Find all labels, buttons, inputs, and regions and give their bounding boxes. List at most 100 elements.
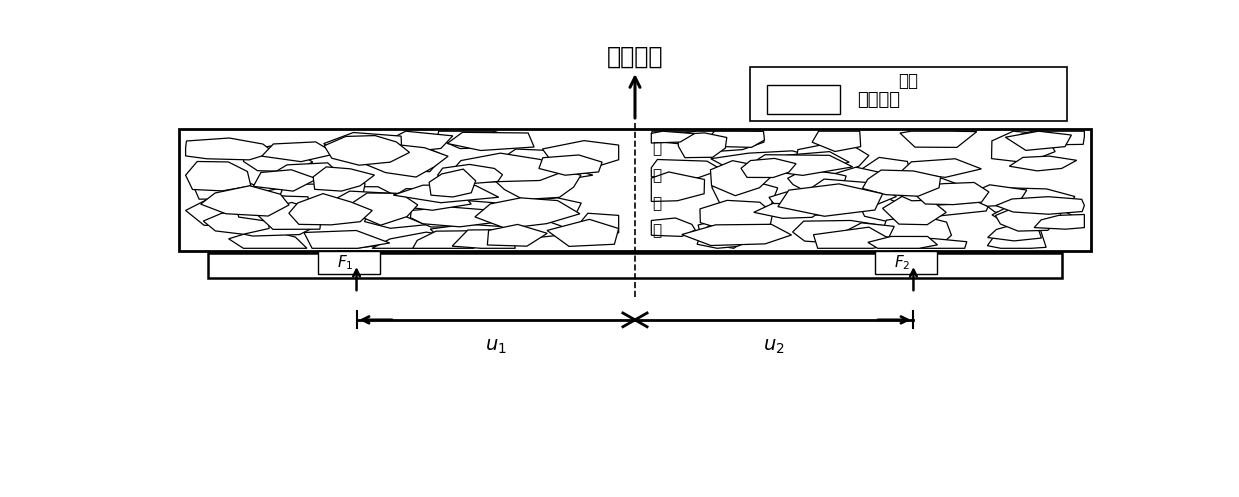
Polygon shape [413,231,478,248]
Polygon shape [678,133,727,158]
Polygon shape [700,200,773,234]
Polygon shape [860,198,943,223]
Polygon shape [815,104,819,106]
Polygon shape [978,188,1075,213]
Polygon shape [488,164,593,183]
Polygon shape [867,237,938,248]
Polygon shape [652,131,694,143]
Polygon shape [779,152,849,170]
Polygon shape [410,207,509,227]
Polygon shape [487,225,548,246]
Polygon shape [673,131,764,152]
Polygon shape [186,138,274,160]
Polygon shape [881,215,952,248]
Text: 图例: 图例 [898,72,918,90]
Polygon shape [548,219,618,247]
Polygon shape [312,187,399,210]
Polygon shape [572,213,618,239]
Text: 开挪土层: 开挪土层 [857,90,900,109]
Polygon shape [1021,131,1084,145]
Bar [895,251,933,260]
Polygon shape [710,161,772,196]
Polygon shape [862,170,940,196]
Polygon shape [430,224,512,242]
Polygon shape [798,105,802,108]
Text: 线: 线 [652,224,662,239]
Polygon shape [797,164,883,191]
Polygon shape [193,173,256,199]
Polygon shape [366,144,449,177]
Polygon shape [313,167,374,191]
Polygon shape [280,175,366,202]
Polygon shape [393,185,499,203]
Polygon shape [652,218,695,237]
Polygon shape [323,133,401,157]
Bar [337,251,375,260]
Polygon shape [872,237,966,248]
Polygon shape [707,131,764,148]
Polygon shape [788,171,846,191]
Polygon shape [882,195,947,225]
Polygon shape [995,208,1062,231]
Polygon shape [812,131,861,152]
Polygon shape [1005,131,1072,151]
Polygon shape [745,155,852,175]
Polygon shape [437,131,504,149]
Text: $F_{2}$: $F_{2}$ [895,253,911,272]
Polygon shape [778,184,882,216]
Polygon shape [186,195,261,227]
Polygon shape [543,141,618,166]
Polygon shape [698,220,755,248]
Polygon shape [248,186,353,211]
Polygon shape [787,187,852,215]
Bar [751,67,1067,121]
Polygon shape [289,194,372,225]
Polygon shape [861,158,911,188]
Polygon shape [447,132,534,151]
Text: $u_2$: $u_2$ [763,337,786,356]
Bar [317,251,380,274]
Polygon shape [741,159,797,177]
Text: 掘: 掘 [652,141,662,156]
Bar [208,253,1062,278]
Polygon shape [213,217,316,236]
Polygon shape [711,151,824,173]
Polygon shape [364,212,432,228]
Polygon shape [891,189,976,207]
Polygon shape [652,131,746,146]
Polygon shape [261,142,336,162]
Polygon shape [777,106,782,108]
Polygon shape [916,182,989,205]
Bar [767,85,840,114]
Polygon shape [475,198,580,229]
Polygon shape [821,95,826,97]
Polygon shape [539,155,602,175]
Polygon shape [987,229,1046,248]
Polygon shape [781,93,784,95]
Polygon shape [900,159,981,177]
Polygon shape [804,179,896,210]
Polygon shape [229,229,307,248]
Bar [904,255,922,258]
Polygon shape [186,162,250,191]
Polygon shape [681,224,792,246]
Polygon shape [992,204,1079,229]
Polygon shape [797,145,869,173]
Polygon shape [311,201,367,219]
Polygon shape [987,224,1042,241]
Polygon shape [996,197,1084,214]
Polygon shape [900,131,976,148]
Polygon shape [253,170,317,191]
Bar [348,255,366,258]
Polygon shape [492,219,561,240]
Polygon shape [270,163,341,184]
Polygon shape [793,221,893,244]
Polygon shape [844,223,895,240]
Polygon shape [888,176,969,201]
Polygon shape [254,202,322,230]
Text: 进: 进 [652,168,662,183]
Polygon shape [492,149,567,177]
Polygon shape [452,230,515,248]
Text: 掘进方向: 掘进方向 [607,45,663,69]
Text: $F_{1}$: $F_{1}$ [337,253,354,272]
